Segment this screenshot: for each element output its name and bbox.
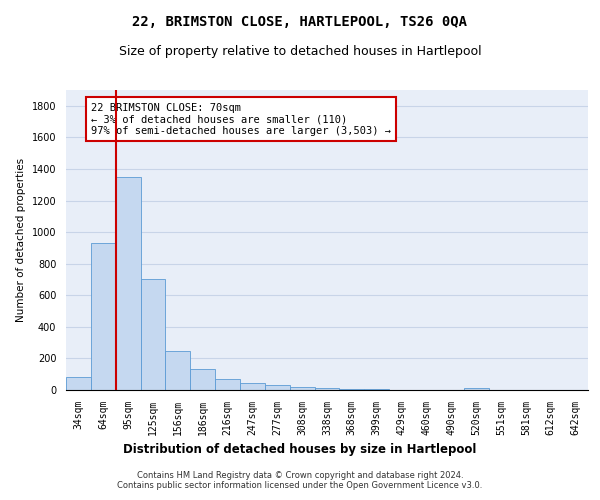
Bar xyxy=(116,177,140,390)
Bar xyxy=(66,378,91,390)
Bar xyxy=(240,383,265,390)
Bar xyxy=(290,387,314,390)
Bar xyxy=(166,352,190,390)
Bar xyxy=(265,386,290,390)
Bar xyxy=(140,280,166,390)
Bar xyxy=(190,368,215,390)
Bar xyxy=(340,389,364,390)
Bar xyxy=(464,388,488,390)
Bar xyxy=(364,389,389,390)
Bar xyxy=(215,379,240,390)
Bar xyxy=(314,388,340,390)
Text: 22, BRIMSTON CLOSE, HARTLEPOOL, TS26 0QA: 22, BRIMSTON CLOSE, HARTLEPOOL, TS26 0QA xyxy=(133,15,467,29)
Text: Size of property relative to detached houses in Hartlepool: Size of property relative to detached ho… xyxy=(119,45,481,58)
Text: Contains HM Land Registry data © Crown copyright and database right 2024.
Contai: Contains HM Land Registry data © Crown c… xyxy=(118,470,482,490)
Bar xyxy=(91,243,116,390)
Text: 22 BRIMSTON CLOSE: 70sqm
← 3% of detached houses are smaller (110)
97% of semi-d: 22 BRIMSTON CLOSE: 70sqm ← 3% of detache… xyxy=(91,102,391,136)
Y-axis label: Number of detached properties: Number of detached properties xyxy=(16,158,26,322)
Text: Distribution of detached houses by size in Hartlepool: Distribution of detached houses by size … xyxy=(124,442,476,456)
